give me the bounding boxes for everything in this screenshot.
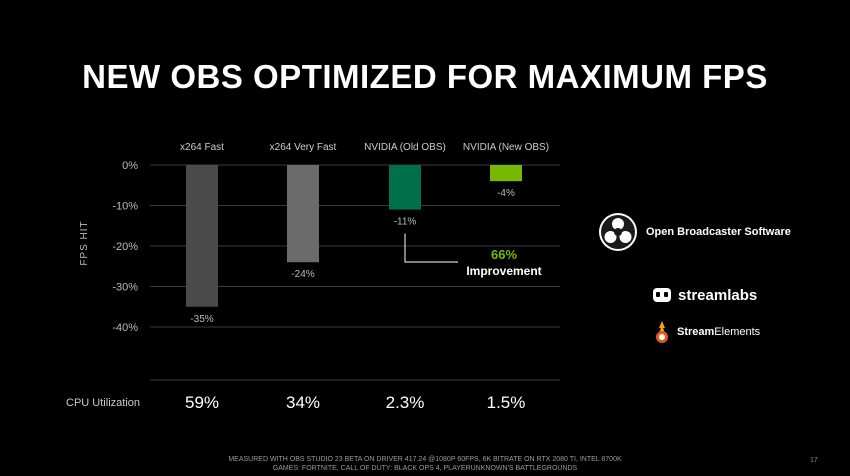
streamelements-text-bold: Stream — [677, 326, 715, 338]
obs-logo: Open Broadcaster Software — [597, 211, 791, 253]
streamelements-text-light: Elements — [714, 326, 761, 338]
annotation-text: Improvement — [466, 264, 541, 278]
y-tick-label: -20% — [112, 241, 138, 253]
cpu-utilization-value: 1.5% — [487, 393, 526, 412]
category-labels: x264 Fast x264 Very Fast NVIDIA (Old OBS) N… — [180, 142, 549, 153]
cpu-utilization-value: 34% — [286, 393, 320, 412]
improvement-annotation: 66% Improvement — [404, 233, 542, 278]
page-number: 17 — [810, 457, 818, 464]
y-tick-label: -30% — [112, 282, 138, 294]
cpu-utilization-values: 59% 34% 2.3% 1.5% — [185, 393, 525, 412]
category-label: NVIDIA (New OBS) — [463, 142, 549, 153]
streamelements-logo-text: StreamElements — [677, 326, 760, 338]
obs-logo-text: Open Broadcaster Software — [646, 226, 791, 238]
value-label: -11% — [394, 217, 417, 228]
value-label: -35% — [190, 314, 213, 325]
cpu-utilization-value: 2.3% — [386, 393, 425, 412]
y-tick-label: -40% — [112, 322, 138, 334]
bar — [287, 165, 319, 263]
footer-line-2: GAMES: FORTNITE, CALL OF DUTY: BLACK OPS… — [272, 465, 578, 472]
streamlabs-logo-icon — [653, 288, 671, 302]
bar — [389, 165, 421, 210]
category-label: x264 Very Fast — [270, 142, 337, 153]
y-tick-label: -10% — [112, 201, 138, 213]
annotation-bracket — [404, 233, 458, 263]
category-label: x264 Fast — [180, 142, 224, 153]
footer-notes: MEASURED WITH OBS STUDIO 23 BETA ON DRIV… — [0, 455, 850, 473]
streamlabs-logo: streamlabs — [652, 286, 757, 304]
y-axis-label: FPS HIT — [79, 220, 90, 265]
cpu-utilization-value: 59% — [185, 393, 219, 412]
y-axis-ticks: 0% -10% -20% -30% -40% — [112, 160, 138, 334]
bar — [490, 165, 522, 182]
value-label: -4% — [497, 188, 515, 199]
cpu-utilization-label: CPU Utilization — [66, 397, 140, 409]
bars — [186, 165, 522, 307]
annotation-percent: 66% — [491, 247, 517, 262]
value-labels: -35% -24% -11% -4% — [190, 188, 515, 325]
streamlabs-logo-text: streamlabs — [678, 286, 758, 304]
page-title: NEW OBS OPTIMIZED FOR MAXIMUM FPS — [82, 58, 768, 95]
category-label: NVIDIA (Old OBS) — [364, 142, 446, 153]
y-tick-label: 0% — [122, 160, 138, 172]
value-label: -24% — [291, 269, 314, 280]
footer-line-1: MEASURED WITH OBS STUDIO 23 BETA ON DRIV… — [228, 456, 622, 463]
streamelements-logo: StreamElements — [652, 320, 760, 344]
streamelements-logo-icon — [656, 321, 668, 343]
bar — [186, 165, 218, 307]
obs-logo-icon — [599, 213, 637, 251]
